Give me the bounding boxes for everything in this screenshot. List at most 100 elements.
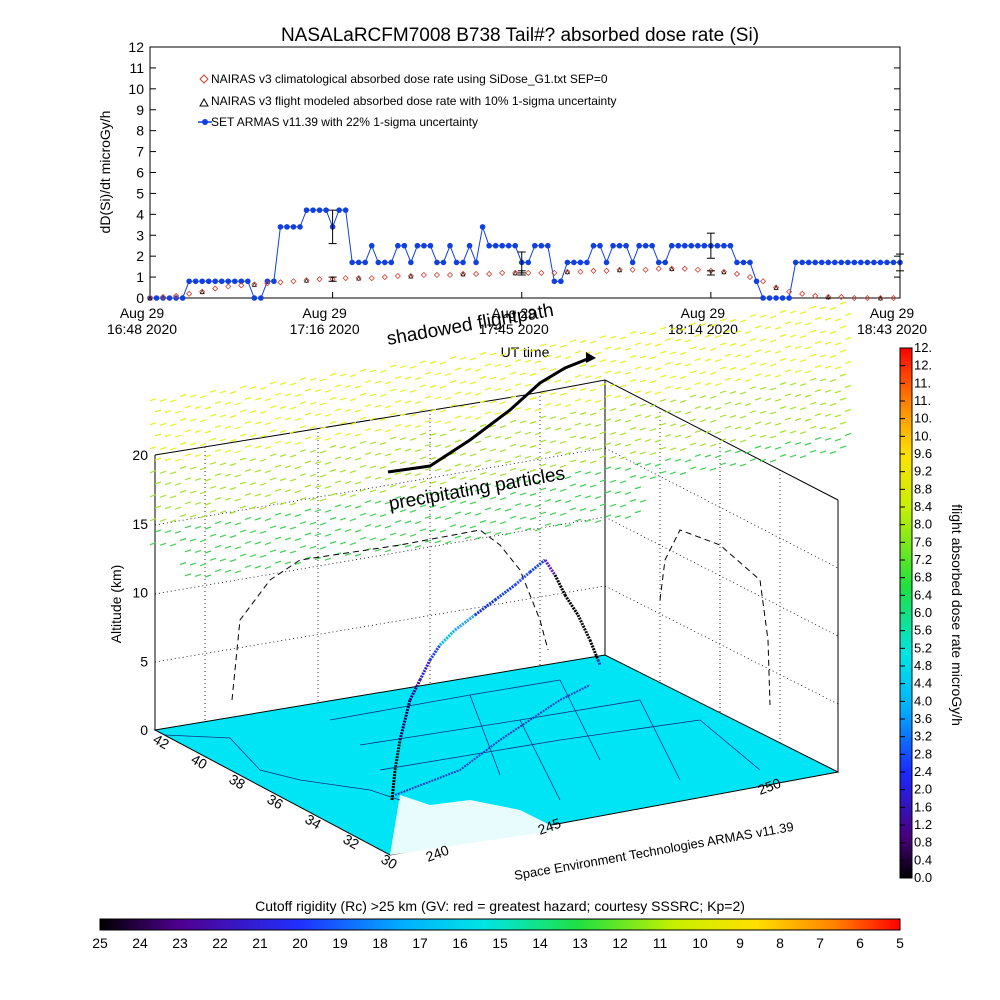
dose-dash — [539, 511, 547, 515]
clim-point — [459, 270, 467, 278]
armas-point — [362, 259, 369, 266]
flight-segment — [529, 558, 546, 574]
dose-dash — [289, 550, 297, 554]
dose-dash — [319, 402, 327, 406]
dose-dash — [249, 410, 257, 414]
dose-dash — [729, 414, 737, 419]
armas-point — [858, 259, 864, 266]
dose-dash — [374, 548, 382, 552]
clim-point — [525, 269, 532, 276]
dose-dash — [769, 387, 777, 391]
dose-dash — [814, 413, 822, 417]
flight-model-point — [617, 267, 623, 273]
dose-dash — [199, 539, 207, 543]
dose-dash — [409, 485, 417, 489]
dose-dash — [229, 558, 237, 563]
dose-dash — [659, 470, 667, 474]
dose-dash — [279, 549, 287, 554]
dose-dash — [374, 500, 382, 504]
dose-dash — [584, 447, 592, 451]
altitude-3d-plot: shadowed flightpath precipitating partic… — [108, 300, 852, 883]
dose-dash — [664, 458, 672, 462]
dose-dash — [319, 498, 327, 502]
y-tick-label: 6 — [136, 165, 144, 181]
dose-dash — [229, 438, 237, 443]
dose-dash — [544, 426, 552, 430]
dose-dash — [169, 543, 177, 547]
dose-dash — [424, 443, 432, 447]
dose-dash — [774, 398, 782, 402]
dose-dash — [394, 423, 402, 427]
dose-dash — [289, 430, 297, 434]
dose-dash — [224, 521, 232, 525]
dose-dash — [714, 335, 722, 339]
clim-point — [499, 269, 506, 276]
dose-dash — [249, 458, 257, 462]
dose-dash — [174, 530, 182, 534]
dose-dash — [739, 415, 747, 419]
dose-dash — [199, 395, 207, 399]
dose-dash — [304, 508, 312, 512]
dose-dash — [799, 335, 807, 339]
dose-dash — [484, 387, 492, 391]
armas-point — [388, 259, 395, 266]
dose-dash — [234, 522, 242, 526]
dose-dash — [339, 541, 347, 545]
armas-point — [205, 278, 212, 285]
dose-dash — [159, 494, 167, 498]
clim-point — [759, 278, 767, 285]
dose-dash — [559, 488, 567, 492]
dose-dash — [734, 450, 742, 454]
dose-dash — [614, 515, 622, 519]
dose-dash — [564, 428, 572, 432]
dose-dash — [164, 530, 172, 534]
dose-dash — [364, 428, 372, 432]
armas-point — [890, 259, 897, 266]
dose-dash — [289, 502, 297, 506]
dose-dash — [554, 499, 562, 503]
flight-model-point — [669, 266, 675, 272]
dose-dash — [234, 498, 242, 502]
dose-dash — [784, 417, 792, 421]
dose-dash — [619, 384, 627, 388]
dose-dash — [669, 351, 677, 355]
dose-dash — [529, 516, 537, 521]
dose-dash — [839, 397, 847, 401]
cutoff-tick-label: 14 — [532, 935, 548, 951]
dose-dash — [199, 563, 207, 567]
dose-dash — [209, 533, 217, 537]
state-borders — [164, 679, 761, 801]
dose-dash — [819, 354, 827, 358]
dose-dash — [194, 453, 202, 457]
dose-dash — [654, 415, 662, 419]
dose-dash — [704, 358, 712, 362]
armas-point — [740, 259, 747, 266]
armas-point — [584, 259, 590, 266]
dose-dash — [819, 450, 827, 454]
clim-point — [316, 276, 323, 283]
colorbar-tick-label: 8.0 — [914, 517, 932, 532]
dose-dash — [534, 432, 542, 436]
colorbar-tick-label: 5.2 — [914, 640, 932, 655]
dose-dash — [579, 435, 587, 440]
dose-dash — [279, 429, 287, 434]
armas-point — [395, 242, 401, 249]
dose-dash — [724, 353, 732, 357]
dose-dash — [834, 318, 842, 322]
latitude-tick-label: 36 — [265, 791, 287, 813]
flight-segment — [393, 739, 402, 771]
dose-dash — [224, 473, 232, 477]
dose-dash — [289, 526, 297, 530]
armas-point — [316, 207, 323, 213]
dose-dash — [629, 402, 637, 407]
cutoff-colorbar-title: Cutoff rigidity (Rc) >25 km (GV: red = g… — [255, 898, 745, 914]
armas-point — [734, 259, 740, 266]
dose-dash — [384, 501, 392, 505]
dose-dash — [519, 492, 527, 496]
dose-dash — [214, 521, 222, 525]
dose-dash — [729, 390, 737, 395]
dose-dash — [699, 443, 707, 447]
dose-dash — [339, 469, 347, 473]
dose-dash — [354, 457, 362, 461]
